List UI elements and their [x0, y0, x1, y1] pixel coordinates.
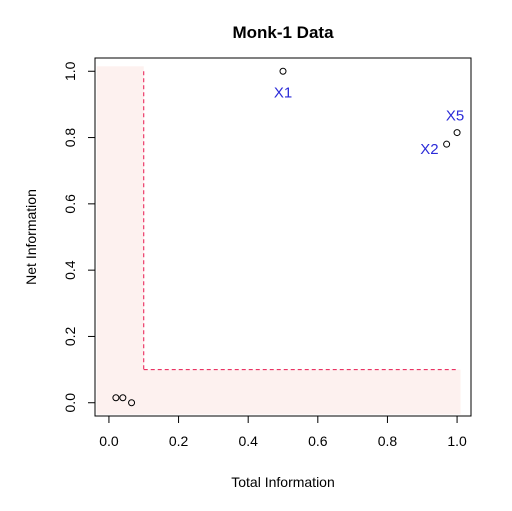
shaded-region-horizontal	[96, 369, 461, 415]
data-points	[112, 67, 461, 407]
y-axis-label: Net Information	[23, 189, 39, 285]
x-tick-label: 1.0	[447, 433, 467, 449]
data-point	[453, 129, 461, 137]
chart-title: Monk-1 Data	[232, 23, 334, 42]
x-tick-label: 0.6	[308, 433, 328, 449]
y-tick-label: 0.4	[62, 260, 78, 280]
y-tick-label: 0.0	[62, 393, 78, 413]
y-tick-label: 0.2	[62, 327, 78, 347]
shaded-region	[96, 66, 461, 415]
data-point	[112, 394, 120, 402]
x-tick-label: 0.8	[378, 433, 398, 449]
y-tick-label: 0.8	[62, 128, 78, 148]
y-tick-label: 0.6	[62, 194, 78, 214]
x-axis: 0.0 0.2 0.4 0.6 0.8 1.0	[99, 415, 467, 449]
data-point	[279, 67, 287, 75]
shaded-region-vertical	[96, 66, 144, 415]
point-label: X5	[446, 108, 464, 125]
x-tick-label: 0.4	[238, 433, 258, 449]
x-tick-label: 0.0	[99, 433, 119, 449]
data-point	[119, 394, 127, 402]
x-axis-label: Total Information	[231, 474, 335, 490]
y-axis: 0.0 0.2 0.4 0.6 0.8 1.0	[62, 61, 96, 413]
point-label: X1	[274, 84, 292, 101]
data-point	[128, 399, 136, 407]
point-labels: X1 X2 X5	[274, 84, 464, 158]
x-tick-label: 0.2	[169, 433, 189, 449]
point-label: X2	[420, 141, 438, 158]
y-tick-label: 1.0	[62, 61, 78, 81]
threshold-lines	[143, 71, 458, 371]
data-point	[443, 140, 451, 148]
plot-frame	[94, 57, 472, 417]
